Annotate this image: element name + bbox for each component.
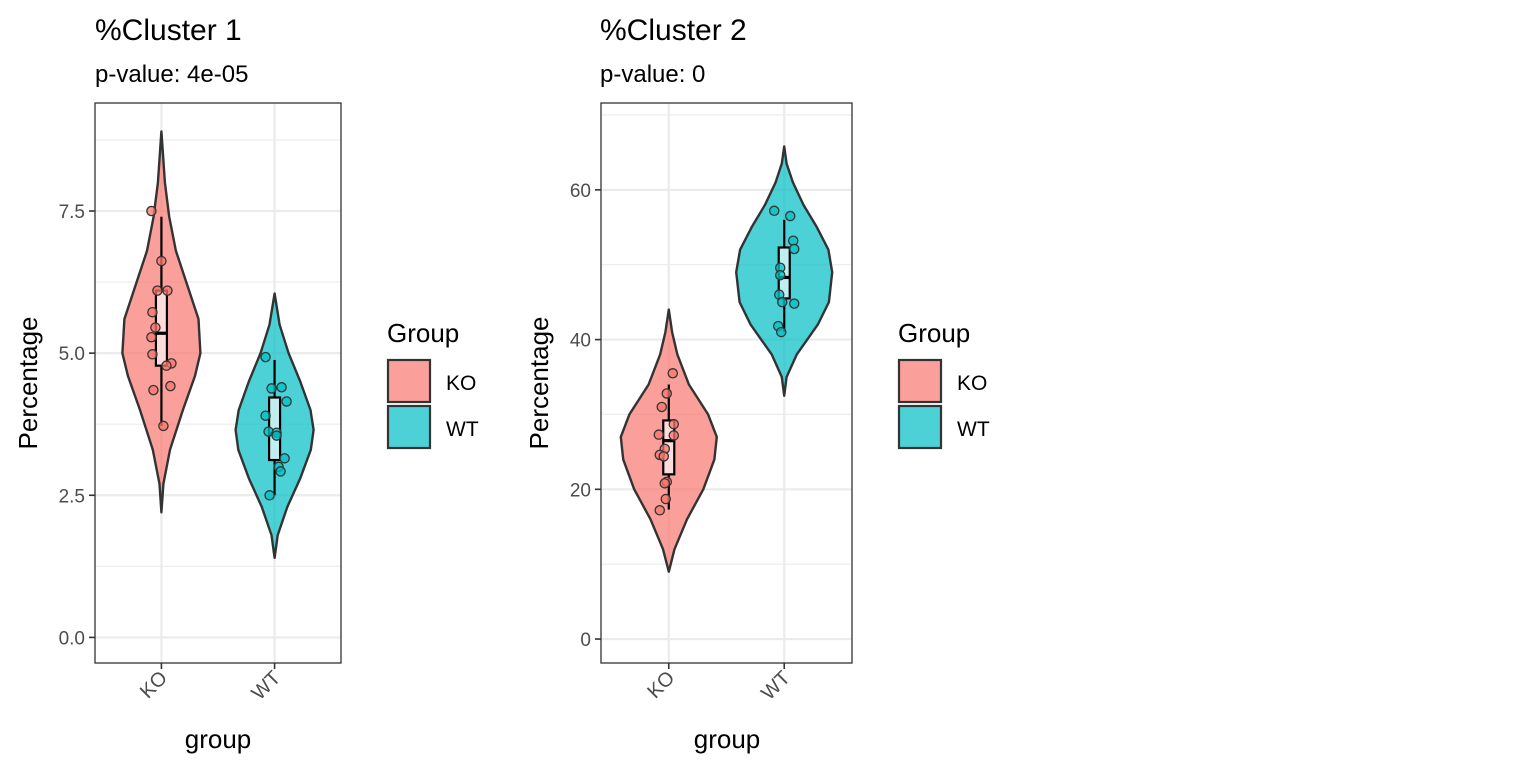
cluster1-xlabel: group (185, 724, 252, 754)
x-tick-label: WT (757, 667, 795, 705)
data-point (788, 298, 800, 309)
data-point (784, 210, 796, 222)
cluster2-xlabel: group (694, 724, 761, 754)
data-point (658, 451, 670, 462)
data-point (152, 285, 163, 296)
data-point (668, 430, 680, 441)
cluster2-legend-title: Group (898, 318, 970, 348)
cluster1-legend-title: Group (387, 318, 459, 348)
data-point (148, 384, 159, 396)
data-point (276, 382, 287, 393)
data-point (668, 418, 680, 430)
y-tick-label: 2.5 (59, 486, 85, 507)
data-point (260, 410, 271, 421)
cluster1-plot-area: 0.0 2.5 5.0 7.5 KO WT (59, 102, 342, 705)
x-tick-label: WT (248, 667, 286, 705)
plot-border (94, 102, 342, 664)
data-point (653, 429, 665, 440)
x-tick-label: KO (136, 667, 172, 703)
cluster1-ylabel: Percentage (13, 317, 43, 450)
data-point (656, 401, 668, 413)
data-point (165, 380, 176, 392)
y-tick-label: 20 (570, 480, 591, 501)
data-point (264, 490, 275, 501)
data-point (162, 285, 173, 296)
y-tick-label: 0 (580, 630, 591, 651)
cluster1-legend: Group KO WT (386, 318, 479, 450)
y-tick-label: 60 (570, 181, 591, 202)
cluster2-title: %Cluster 2 (600, 14, 747, 47)
legend-label-wt: WT (957, 418, 990, 441)
legend-swatch-wt (897, 404, 943, 450)
data-point (654, 505, 666, 516)
data-point (147, 349, 158, 360)
legend-label-wt: WT (446, 418, 479, 441)
data-point (281, 396, 292, 407)
legend-label-ko: KO (957, 372, 987, 395)
cluster1-title: %Cluster 1 (95, 14, 242, 47)
legend-swatch-wt (386, 404, 432, 450)
cluster1-panel: %Cluster 1 p-value: 4e-05 Percentage gro… (13, 14, 479, 754)
data-point (768, 205, 780, 217)
data-point (150, 322, 161, 333)
data-point (660, 493, 672, 505)
y-tick-label: 40 (570, 331, 591, 352)
y-tick-label: 0.0 (59, 628, 85, 649)
data-point (147, 306, 158, 318)
cluster2-panel: %Cluster 2 p-value: 0 Percentage group 0… (524, 14, 990, 754)
cluster2-subtitle: p-value: 0 (600, 61, 705, 88)
cluster2-legend: Group KO WT (897, 318, 990, 450)
data-point (156, 255, 167, 267)
legend-swatch-ko (897, 358, 943, 404)
y-tick-label: 5.0 (59, 344, 85, 365)
data-point (667, 368, 679, 379)
cluster2-plot-area: 0 20 40 60 KO WT (570, 102, 853, 705)
data-point (271, 430, 282, 441)
data-point (275, 466, 286, 477)
data-point (775, 326, 787, 338)
cluster2-ylabel: Percentage (524, 317, 554, 450)
x-tick-label: KO (643, 667, 679, 703)
data-point (279, 453, 290, 464)
data-point (774, 269, 786, 281)
data-point (266, 383, 277, 394)
data-point (146, 331, 157, 343)
data-point (788, 243, 800, 255)
data-point (776, 296, 788, 308)
plot-background (601, 103, 852, 663)
data-point (158, 420, 169, 432)
data-point (659, 478, 671, 489)
plot-border (600, 102, 853, 664)
legend-label-ko: KO (446, 372, 476, 395)
y-tick-label: 7.5 (59, 202, 85, 223)
data-point (260, 351, 271, 363)
data-point (161, 360, 172, 371)
cluster1-subtitle: p-value: 4e-05 (95, 61, 248, 88)
data-point (146, 205, 157, 217)
data-point (661, 388, 673, 399)
legend-swatch-ko (386, 358, 432, 404)
